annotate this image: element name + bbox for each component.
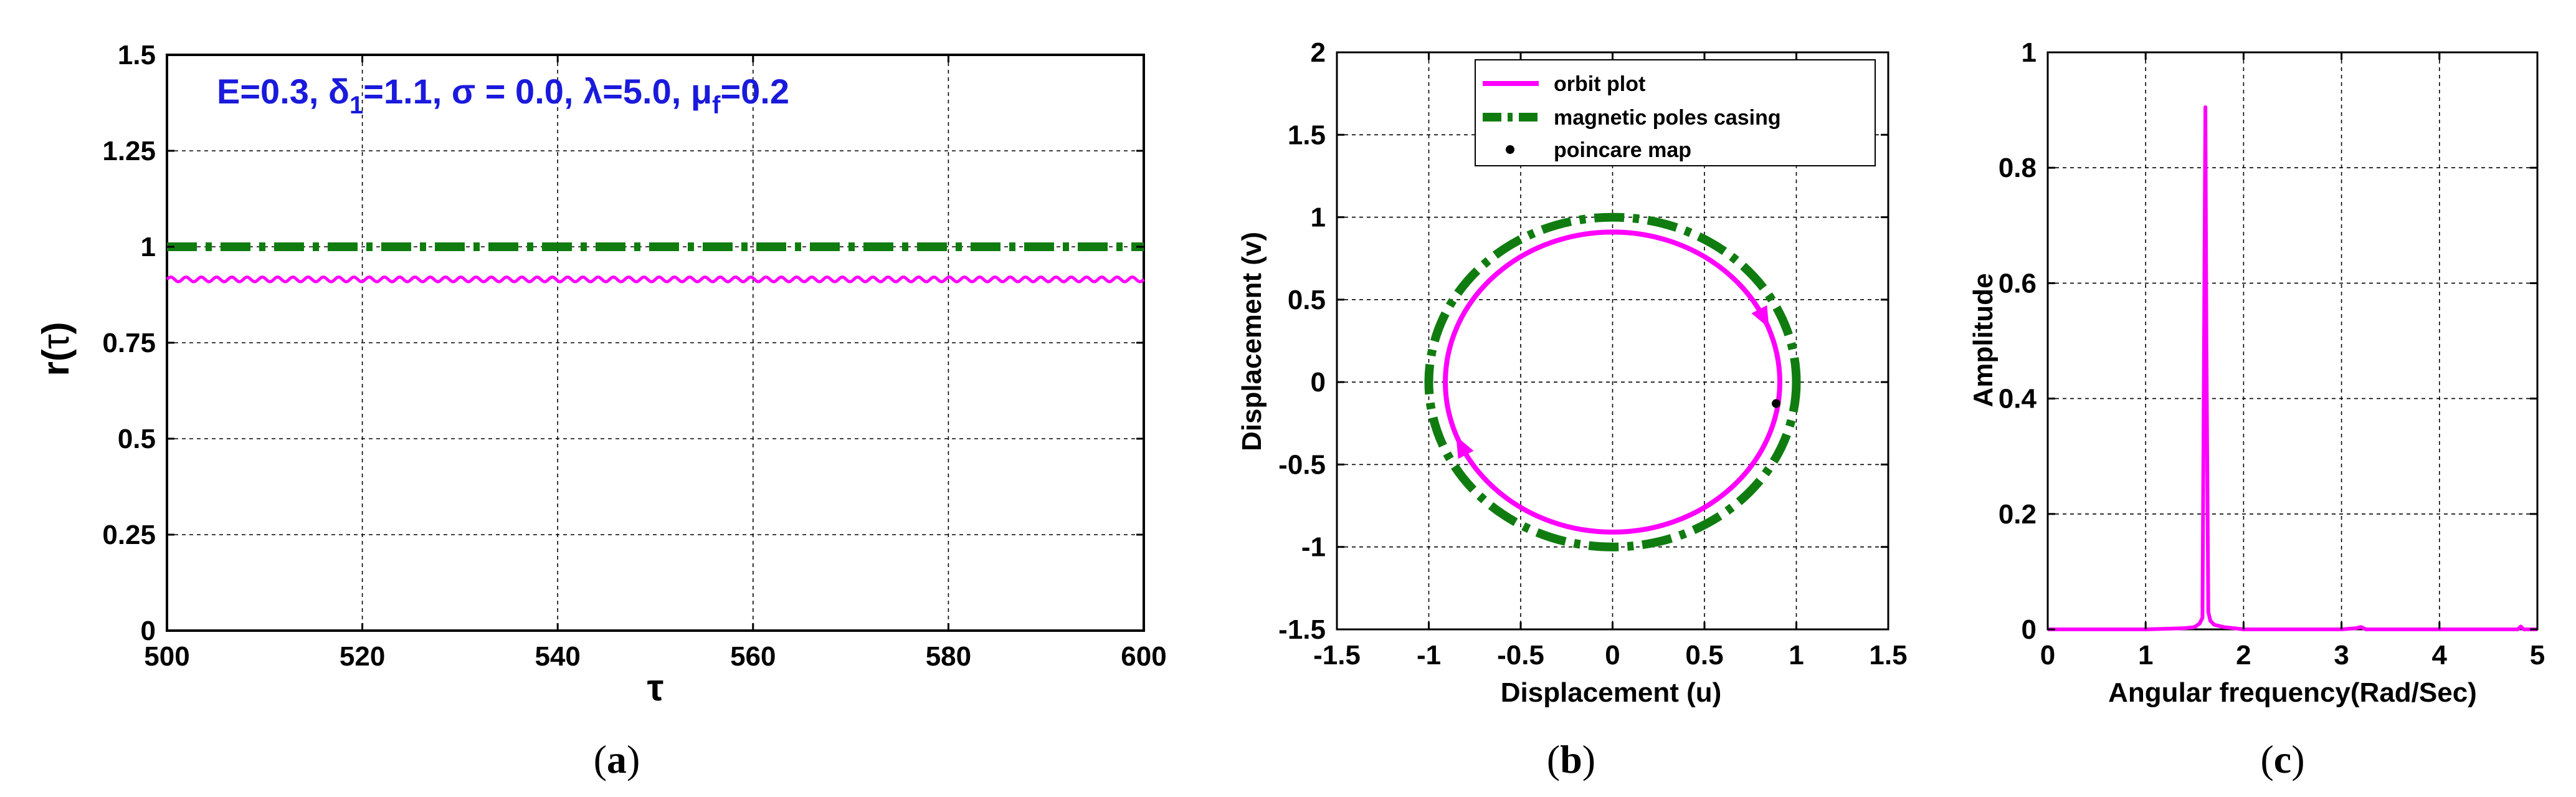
x-tick-label: 1	[2138, 640, 2153, 671]
y-tick-label: 0.25	[102, 520, 156, 550]
poincare-point	[1772, 399, 1781, 408]
y-tick-label: 0	[1311, 367, 1326, 398]
y-tick-label: 1.5	[118, 40, 156, 70]
x-tick-label: 0	[2040, 640, 2055, 671]
y-tick-label: 0.5	[1288, 285, 1326, 315]
y-tick-label: 0	[2022, 614, 2037, 645]
panel-b-ylabel: Displacement (v)	[1237, 232, 1267, 451]
panel-b-legend: orbit plot magnetic poles casing poincar…	[1475, 59, 1876, 166]
x-tick-label: 520	[340, 641, 385, 672]
panel-a-xticks: 500 520 540 560 580 600	[144, 55, 1167, 672]
panel-b-xlabel: Displacement (u)	[1501, 677, 1722, 708]
panel-c-frame	[2046, 51, 2539, 631]
panel-c-series	[2048, 105, 2537, 631]
panel-a-caption: (a)	[594, 737, 640, 781]
y-tick-label: 0.5	[118, 424, 156, 454]
panel-a-grid	[167, 55, 1144, 631]
legend-casing-label: magnetic poles casing	[1554, 106, 1781, 130]
x-tick-label: 1	[1789, 640, 1804, 671]
orbit-circle	[1443, 229, 1782, 535]
radius-line	[166, 275, 1145, 284]
panel-a-ylabel: r(τ)	[35, 322, 77, 376]
x-tick-label: 3	[2334, 640, 2349, 671]
panel-a-yticks: 0 0.25 0.5 0.75 1 1.25 1.5	[102, 40, 1144, 646]
x-tick-label: 600	[1121, 641, 1166, 672]
panel-b-xticks: -1.5 -1 -0.5 0 0.5 1 1.5	[1313, 52, 1908, 671]
panel-c-yticks: 0 0.2 0.4 0.6 0.8 1	[1999, 37, 2537, 645]
panel-c-caption: (c)	[2260, 737, 2304, 781]
panel-a-series	[166, 242, 1145, 284]
panel-b: -1.5 -1 -0.5 0 0.5 1 1.5 -1.5 -1 -0.5 0 0.5 1 1.5 2 o…	[1237, 37, 1908, 781]
casing-circle	[1424, 212, 1801, 551]
y-tick-label: 0	[141, 616, 156, 646]
panel-c-xlabel: Angular frequency(Rad/Sec)	[2108, 677, 2477, 708]
y-tick-label: -0.5	[1278, 449, 1326, 480]
y-tick-label: 1.5	[1288, 120, 1326, 150]
y-tick-label: 1	[141, 232, 156, 262]
x-tick-label: 2	[2236, 640, 2251, 671]
panel-b-series	[1424, 212, 1801, 551]
x-tick-label: -1	[1417, 640, 1441, 671]
y-tick-label: 2	[1311, 37, 1326, 68]
legend-box	[1475, 59, 1876, 166]
panel-c-xticks: 0 1 2 3 4 5	[2040, 52, 2545, 671]
y-tick-label: 0.2	[1999, 499, 2037, 530]
legend-poincare-label: poincare map	[1554, 138, 1691, 162]
panel-a-annotation: E=0.3, δ1=1.1, σ = 0.0, λ=5.0, μf=0.2	[217, 72, 789, 119]
y-tick-label: 1	[2022, 37, 2037, 68]
panel-a: 500 520 540 560 580 600 00.250.50.7511.251.5 …	[35, 40, 1167, 781]
y-tick-label: -1.5	[1278, 614, 1326, 645]
y-tick-label: 1	[1311, 203, 1326, 233]
x-tick-label: 0	[1605, 640, 1620, 671]
x-tick-label: 560	[730, 641, 776, 672]
x-tick-label: 1.5	[1869, 640, 1907, 671]
y-tick-label: 0.75	[102, 328, 156, 358]
x-tick-label: -0.5	[1497, 640, 1544, 671]
panel-c: 0 1 2 3 4 5 0 0.2 0.4 0.6 0.8 1 Angular frequency(…	[1968, 37, 2545, 781]
x-tick-label: 540	[535, 641, 580, 672]
y-tick-label: -1	[1301, 532, 1326, 563]
x-tick-label: 500	[144, 641, 189, 672]
x-tick-label: 0.5	[1685, 640, 1723, 671]
legend-orbit-label: orbit plot	[1554, 72, 1645, 96]
x-tick-label: 5	[2530, 640, 2545, 671]
panel-a-xlabel: τ	[647, 667, 664, 709]
x-tick-label: 4	[2432, 640, 2448, 671]
orbit-arrow-left	[1456, 436, 1474, 459]
x-tick-label: 580	[926, 641, 971, 672]
panel-b-caption: (b)	[1547, 737, 1595, 781]
panel-c-grid	[2048, 52, 2537, 629]
y-tick-label: 0.4	[1999, 384, 2037, 414]
y-tick-label: 0.6	[1999, 268, 2037, 298]
orbit-arrow-right	[1751, 305, 1769, 328]
y-tick-label: 1.25	[102, 136, 156, 166]
panel-b-yticks: -1.5 -1 -0.5 0 0.5 1 1.5 2	[1278, 37, 1888, 645]
panel-c-ylabel: Amplitude	[1968, 273, 1999, 407]
x-tick-label: -1.5	[1313, 640, 1361, 671]
spectrum-line	[2048, 105, 2537, 631]
legend-poincare-swatch	[1506, 145, 1514, 154]
y-tick-label: 0.8	[1999, 153, 2037, 183]
